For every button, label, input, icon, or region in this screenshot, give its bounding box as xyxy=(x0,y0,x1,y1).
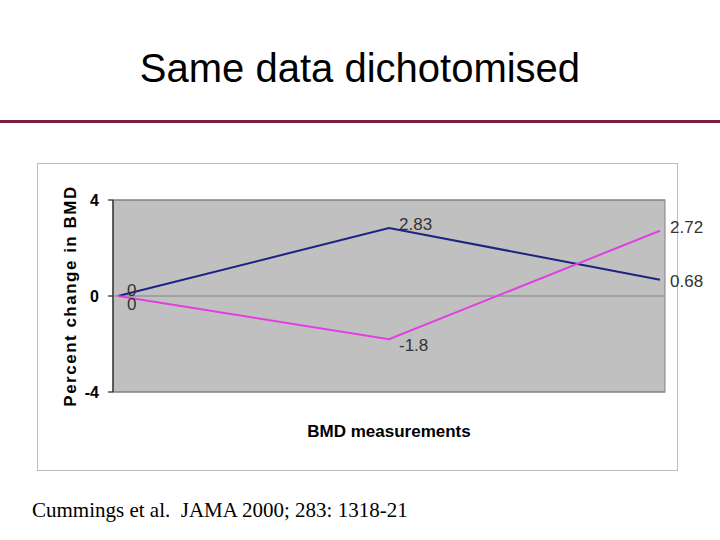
source-citation: Cummings et al. JAMA 2000; 283: 1318-21 xyxy=(32,498,408,522)
y-tick-label: 0 xyxy=(90,288,99,305)
data-label: 2.83 xyxy=(399,215,432,234)
x-axis-title: BMD measurements xyxy=(307,422,470,441)
y-tick xyxy=(108,296,113,297)
series-line xyxy=(118,231,660,339)
data-label: 0.68 xyxy=(670,272,703,291)
grid-line xyxy=(113,200,665,201)
slide: Same data dichotomised -4 0 4 BMD measuremen… xyxy=(0,0,720,540)
y-tick xyxy=(108,392,113,393)
grid-line xyxy=(113,296,665,297)
y-tick xyxy=(108,200,113,201)
data-label: 2.72 xyxy=(670,218,703,237)
y-tick-label: -4 xyxy=(85,384,99,401)
series-group xyxy=(118,228,660,339)
series-line xyxy=(118,228,660,296)
grid-line xyxy=(113,392,665,393)
title: Same data dichotomised xyxy=(140,46,580,90)
chart-frame xyxy=(38,164,678,471)
title-rule xyxy=(0,120,720,123)
slide-canvas: Same data dichotomised -4 0 4 BMD measuremen… xyxy=(0,0,720,540)
data-label: 0 xyxy=(127,295,136,314)
data-label: -1.8 xyxy=(399,336,428,355)
y-tick-label: 4 xyxy=(90,192,99,209)
y-axis-title: Percent change in BMD xyxy=(61,185,80,406)
plot-area xyxy=(113,200,665,392)
